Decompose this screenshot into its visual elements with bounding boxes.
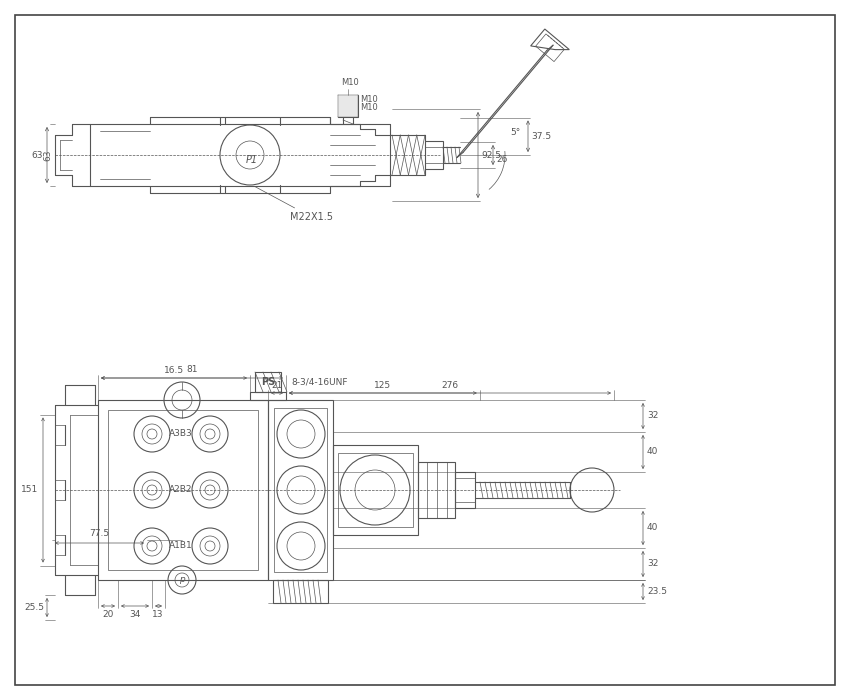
Bar xyxy=(425,141,443,169)
Text: 23.5: 23.5 xyxy=(647,587,667,596)
Text: 8-3/4-16UNF: 8-3/4-16UNF xyxy=(291,377,348,386)
Text: 34: 34 xyxy=(129,610,141,619)
Bar xyxy=(255,372,281,392)
Text: M22X1.5: M22X1.5 xyxy=(254,186,333,222)
Text: 40: 40 xyxy=(647,524,659,533)
Text: P1: P1 xyxy=(246,155,258,165)
Text: 63: 63 xyxy=(31,150,43,160)
Bar xyxy=(108,410,258,570)
Text: 92.5: 92.5 xyxy=(481,150,501,160)
Text: 20: 20 xyxy=(102,610,114,619)
Bar xyxy=(273,580,328,603)
Text: 37.5: 37.5 xyxy=(531,132,551,141)
Text: p: p xyxy=(179,575,184,584)
Bar xyxy=(98,400,268,580)
Text: 151: 151 xyxy=(20,486,38,494)
Text: 25.5: 25.5 xyxy=(24,603,44,612)
Text: 77.5: 77.5 xyxy=(89,529,110,538)
Text: 125: 125 xyxy=(374,381,392,390)
Text: 21: 21 xyxy=(271,381,283,390)
Bar xyxy=(338,453,413,527)
Text: 16.5: 16.5 xyxy=(164,366,184,375)
Bar xyxy=(338,95,358,117)
Text: M10: M10 xyxy=(341,78,359,87)
Text: 5°: 5° xyxy=(510,128,520,137)
Bar xyxy=(250,392,286,400)
Text: A1B1: A1B1 xyxy=(169,542,193,550)
Bar xyxy=(338,95,358,117)
Text: 26: 26 xyxy=(496,155,507,164)
Text: A2B2: A2B2 xyxy=(169,486,193,494)
Text: 32: 32 xyxy=(647,412,659,421)
Text: A3B3: A3B3 xyxy=(169,430,193,438)
Text: 276: 276 xyxy=(441,381,458,390)
Bar xyxy=(274,408,327,572)
Bar xyxy=(418,462,455,518)
Text: PS: PS xyxy=(261,377,275,387)
Bar xyxy=(333,445,418,535)
Text: 63: 63 xyxy=(43,149,52,161)
Text: M10: M10 xyxy=(360,94,377,104)
Text: M10: M10 xyxy=(360,102,377,111)
Text: 13: 13 xyxy=(152,610,164,619)
Text: 40: 40 xyxy=(647,447,659,456)
Text: 32: 32 xyxy=(647,559,659,568)
Text: 81: 81 xyxy=(186,365,198,374)
Bar xyxy=(268,400,333,580)
Bar xyxy=(455,472,475,508)
